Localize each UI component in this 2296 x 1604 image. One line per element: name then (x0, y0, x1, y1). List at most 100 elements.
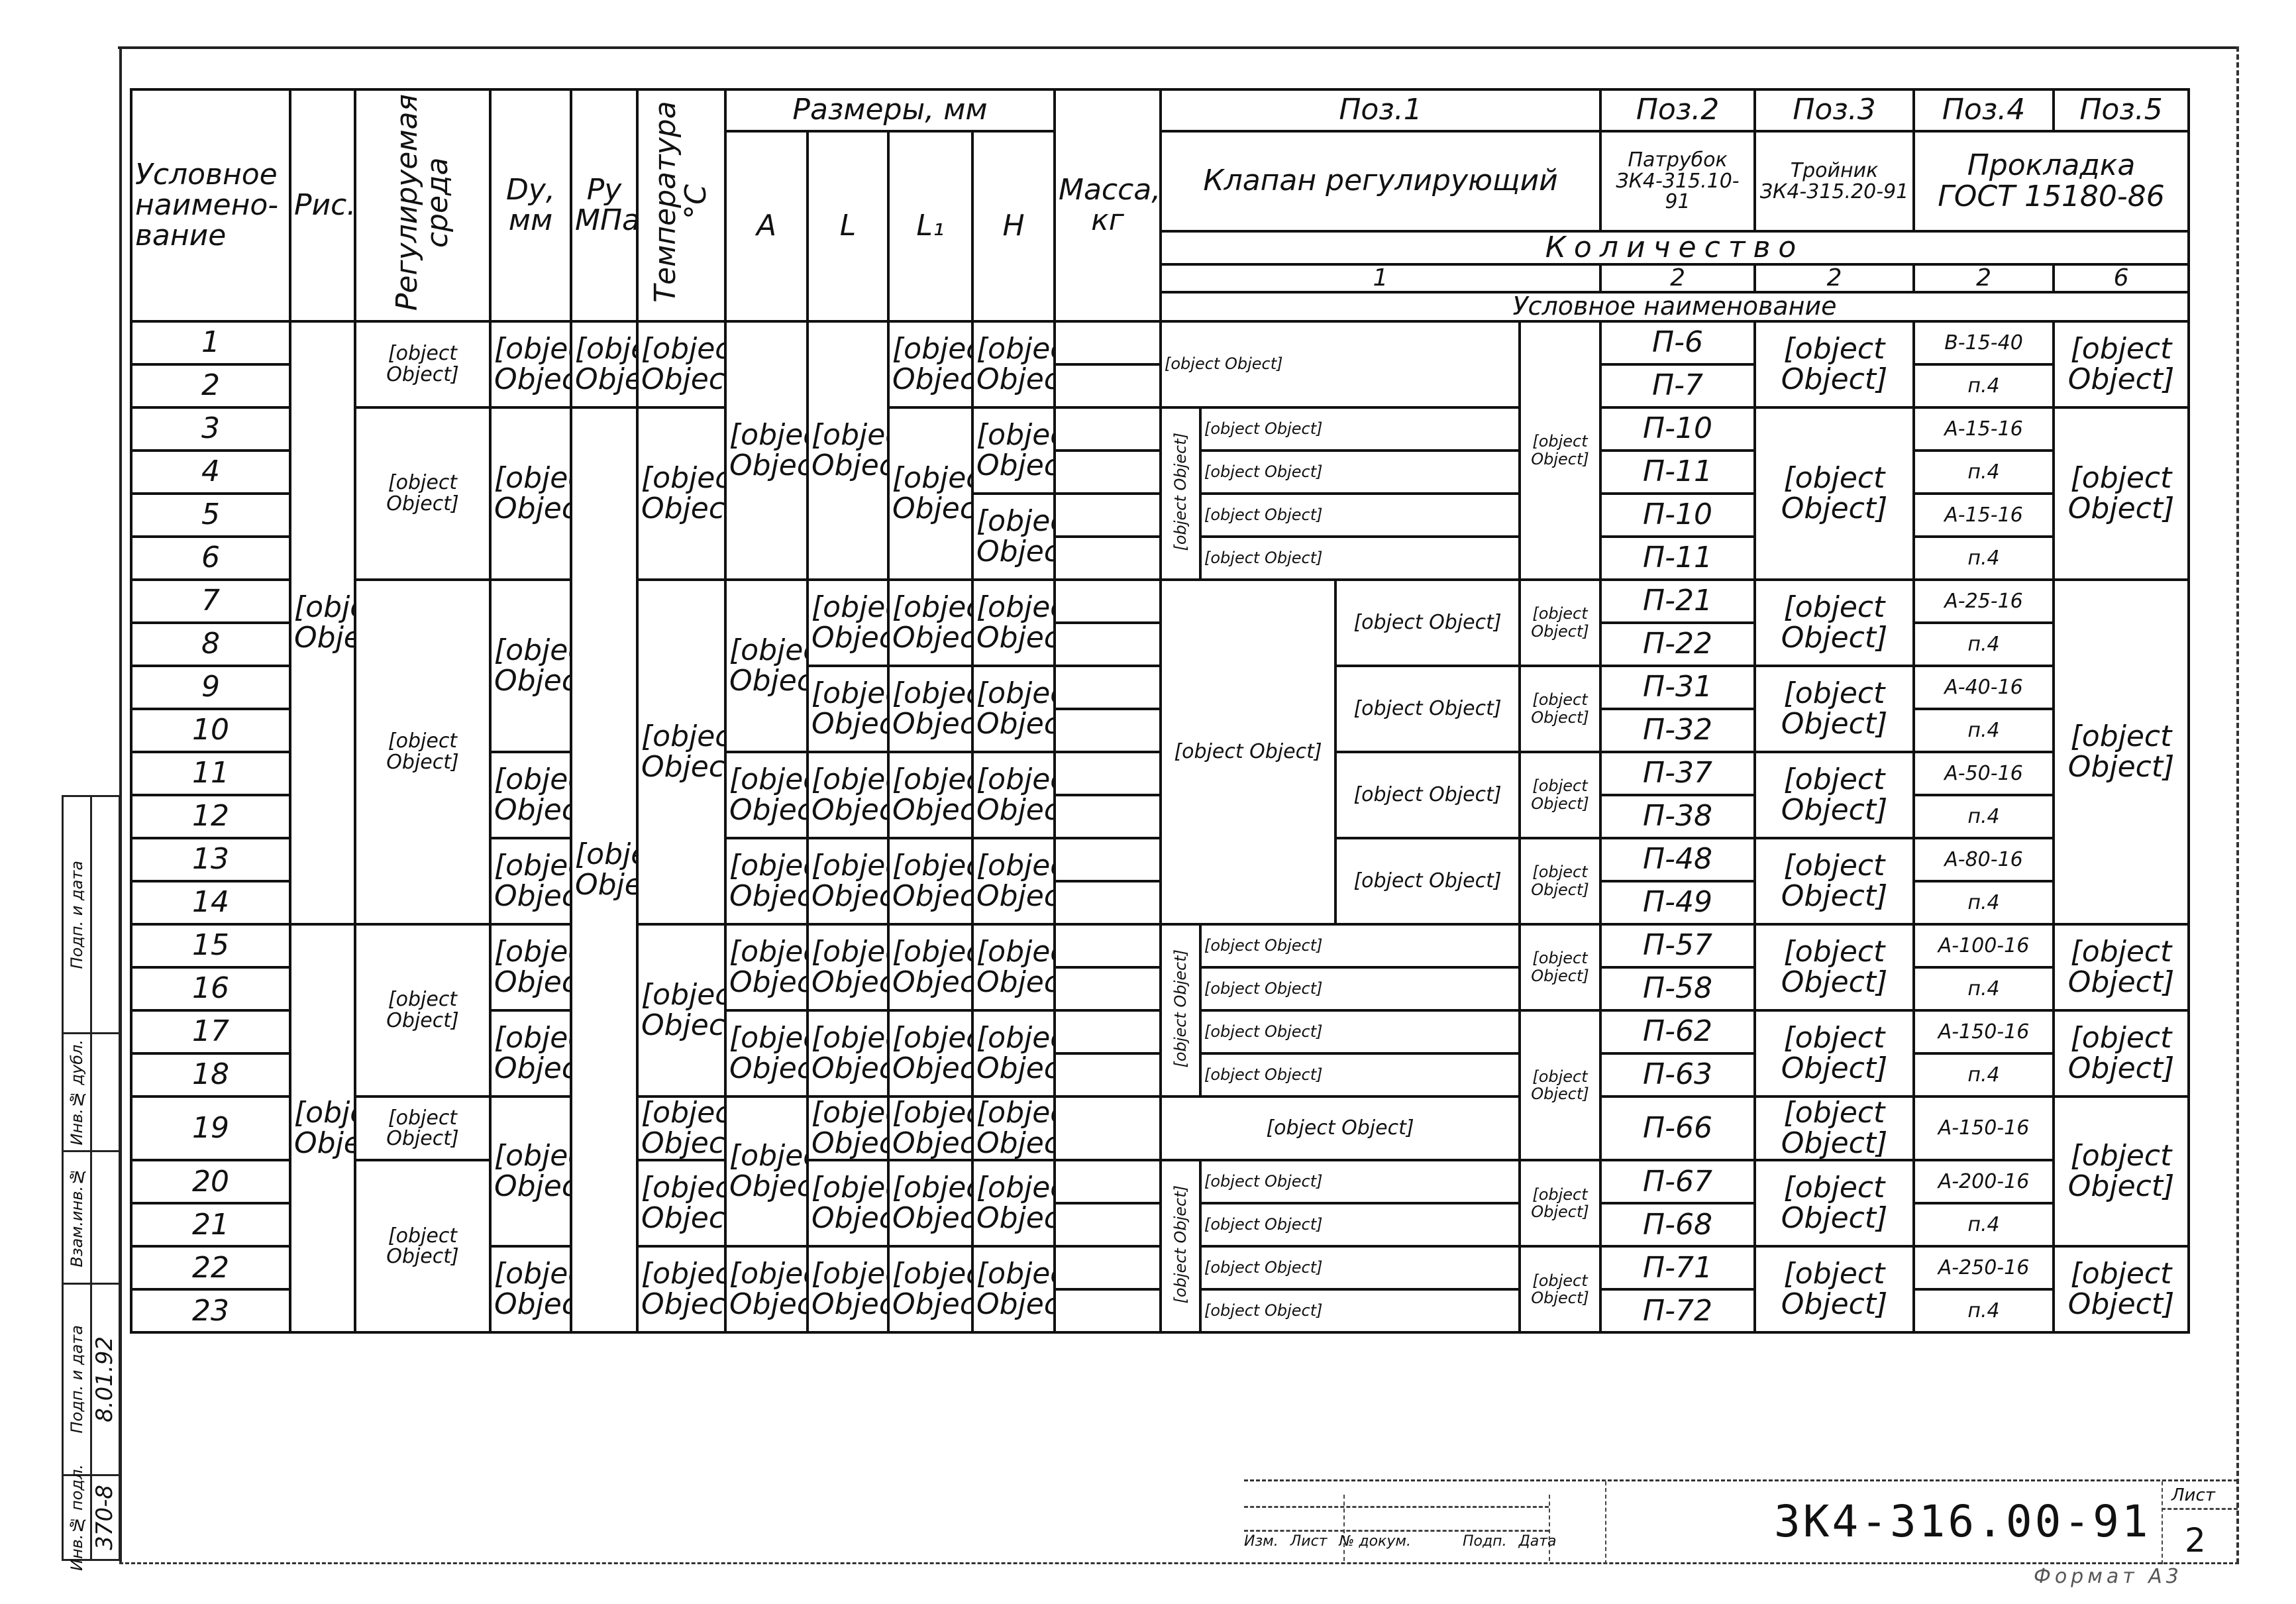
cell-pos3: [object Object] (1753, 1095, 1916, 1162)
cell-pos4-gasket: А-150-16 (1912, 1008, 2056, 1055)
title-block-divider (1605, 1481, 1606, 1564)
cell-a: [object Object] (724, 922, 809, 1012)
cell-l: [object Object] (806, 1159, 890, 1248)
cell-pos2-pipe: П-21 (1599, 578, 1757, 624)
cell-pos4-gasket: А-150-16 (1912, 1095, 2056, 1162)
cell-pos5: [object Object] (2052, 578, 2191, 926)
cell-l1: [object Object] (887, 1095, 974, 1162)
cell-pos1-dy: [object Object] (1518, 1245, 1602, 1334)
cell-pos3: [object Object] (1753, 664, 1916, 753)
header-dy: Dу, мм (489, 88, 572, 323)
cell-temp: [object Object] (636, 405, 727, 581)
cell-dy: [object Object] (489, 1008, 572, 1098)
header-conditional-name: Условное наименование (1159, 290, 2191, 323)
stamp-replace-inv-label: Взам.инв.№ (68, 1167, 86, 1267)
cell-pos1-dy: [object Object] (1518, 664, 1602, 753)
cell-pos4-gasket: п.4 (1912, 793, 2056, 839)
qty-pos4: 2 (1912, 263, 2056, 294)
document-code: ЗК4-316.00-91 (1774, 1496, 2151, 1547)
stamp-dup-inv: Инв.№ дубл. (64, 1032, 119, 1150)
cell-medium: [object Object] (354, 405, 492, 581)
header-pos2: Поз.2 (1599, 88, 1757, 133)
table-row: 9[object Object][object Object][object O… (130, 664, 2189, 753)
cell-h: [object Object] (971, 1245, 1056, 1334)
header-l1: L₁ (887, 130, 974, 323)
cell-pos4-gasket: А-100-16 (1912, 922, 2056, 969)
cell-pos1-valve: [object Object] (1159, 1159, 1202, 1334)
cell-pos3: [object Object] (1753, 1008, 1916, 1098)
cell-l: [object Object] (806, 1008, 890, 1098)
cell-pos2-pipe: П-68 (1599, 1202, 1757, 1248)
cell-pos5: [object Object] (2052, 1008, 2191, 1098)
cell-pos4-gasket: п.4 (1912, 535, 2056, 581)
cell-pos3: [object Object] (1753, 1245, 1916, 1334)
cell-pos4-gasket: п.4 (1912, 1202, 2056, 1248)
row-number: 7 (130, 578, 291, 624)
paper-format: Формат А3 (2034, 1565, 2183, 1588)
cell-mass (1053, 664, 1162, 710)
cell-medium: [object Object] (354, 922, 492, 1098)
cell-fig: [object Object] (289, 319, 356, 926)
cell-temp: [object Object] (636, 319, 727, 409)
row-number: 14 (130, 879, 291, 926)
cell-temp: [object Object] (636, 578, 727, 926)
cell-pos2-pipe: П-66 (1599, 1095, 1757, 1162)
cell-l1: [object Object] (887, 319, 974, 409)
cell-dy: [object Object] (489, 578, 572, 753)
header-h: H (971, 130, 1056, 323)
header-py: Рy МПа (570, 88, 639, 323)
cell-pos4-gasket: п.4 (1912, 879, 2056, 926)
header-mass: Масса, кг (1053, 88, 1162, 323)
cell-pos4-gasket: А-15-16 (1912, 405, 2056, 452)
cell-l: [object Object] (806, 1095, 890, 1162)
table-row: 12 П-38 п.4 (130, 793, 2189, 839)
qty-pos3: 2 (1753, 263, 1916, 294)
row-number: 20 (130, 1159, 291, 1205)
cell-l: [object Object] (806, 750, 890, 839)
table-row: 16 [object Object] П-58 п.4 (130, 965, 2189, 1012)
cell-pos5: [object Object] (2052, 319, 2191, 409)
frame-top-border (118, 46, 2238, 49)
row-number: 15 (130, 922, 291, 969)
cell-pos3: [object Object] (1753, 1159, 1916, 1248)
header-pos1-name: Клапан регулирующий (1159, 130, 1602, 233)
table-row: 1[object Object][object Object][object O… (130, 319, 2191, 926)
cell-a: [object Object] (724, 1095, 809, 1248)
cell-pos1-valve: [object Object] (1334, 664, 1521, 753)
cell-mass (1053, 449, 1162, 495)
cell-dy: [object Object] (489, 405, 572, 581)
cell-pos1-valve: [object Object] (1199, 492, 1521, 538)
cell-pos2-pipe: П-38 (1599, 793, 1757, 839)
cell-pos4-gasket: А-80-16 (1912, 836, 2056, 882)
header-pos5: Поз.5 (2052, 88, 2191, 133)
title-block: ЗК4-316.00-91 Изм. Лист № докум. Подп. Д… (1244, 1479, 2238, 1564)
cell-pos1-valve: [object Object] (1199, 405, 1521, 452)
row-number: 18 (130, 1051, 291, 1098)
table-row: 19[object Object][object Object][object … (130, 1095, 2191, 1248)
cell-mass (1053, 836, 1162, 882)
table-row: 2 П-7 п.4 (130, 362, 2189, 409)
cell-a: [object Object] (724, 836, 809, 926)
row-number: 13 (130, 836, 291, 882)
row-number: 17 (130, 1008, 291, 1055)
stamp-inv-orig-value: 370-8 (91, 1485, 118, 1550)
cell-mass (1053, 965, 1162, 1012)
stamp-inv-orig-label: Инв.№ подл. (68, 1464, 86, 1571)
label-sign: Подп. (1462, 1533, 1507, 1550)
cell-pos1-valve-text: [object Object] (1171, 432, 1190, 551)
header-pos3-name: Тройник ЗК4-315.20-91 (1753, 130, 1916, 233)
cell-l: [object Object] (806, 319, 890, 581)
cell-pos2-pipe: П-67 (1599, 1159, 1757, 1205)
cell-pos2-pipe: П-37 (1599, 750, 1757, 796)
cell-mass (1053, 578, 1162, 624)
cell-l: [object Object] (806, 836, 890, 926)
cell-pos4-gasket: А-50-16 (1912, 750, 2056, 796)
cell-pos2-pipe: П-22 (1599, 621, 1757, 667)
header-medium: Регулируемая среда (354, 88, 492, 323)
title-block-divider (2162, 1481, 2163, 1564)
cell-mass (1053, 750, 1162, 796)
header-l: L (806, 130, 890, 323)
row-number: 3 (130, 405, 291, 452)
cell-pos1-valve: [object Object] (1199, 965, 1521, 1012)
stamp-sign-date-value: 8.01.92 (91, 1336, 118, 1422)
